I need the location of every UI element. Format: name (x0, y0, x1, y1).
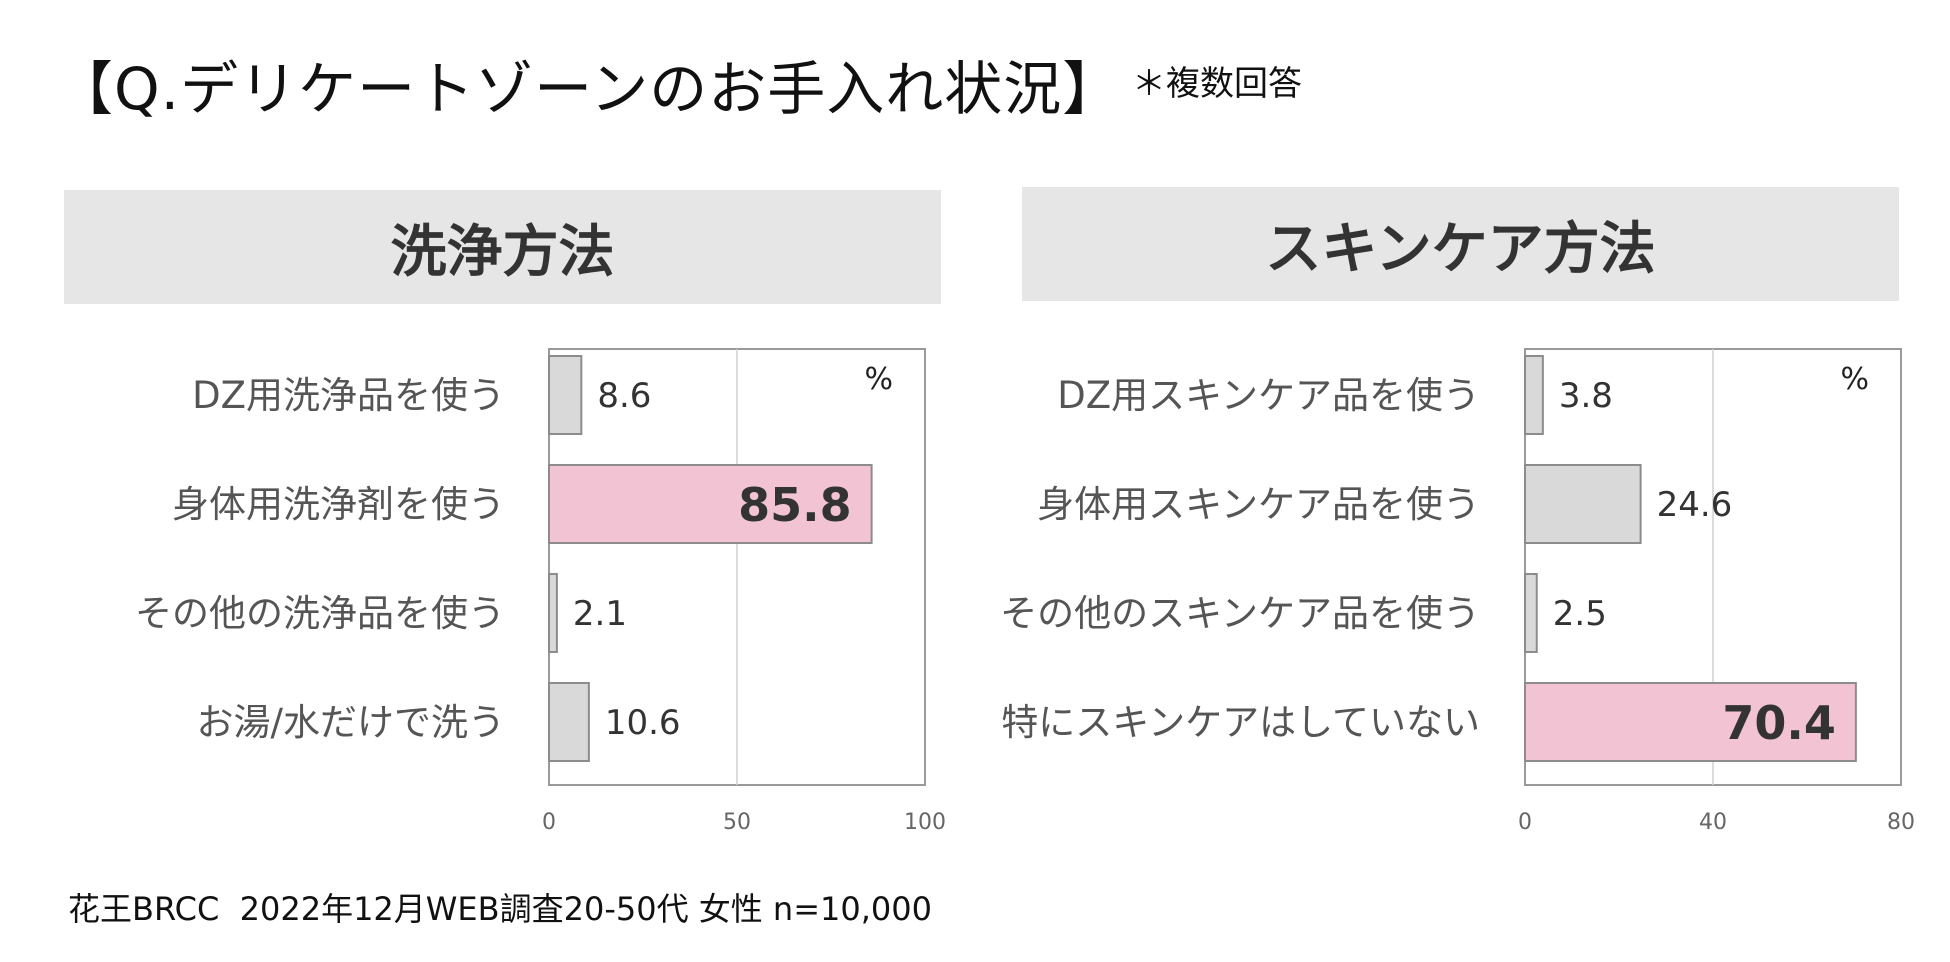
skincare-value-label: 24.6 (1657, 485, 1733, 525)
skincare-tick-label: 80 (1887, 810, 1915, 835)
skincare-category-label: 特にスキンケアはしていない (1001, 701, 1480, 744)
skincare-bar (1524, 573, 1538, 653)
washing-category-label: DZ用洗浄品を使う (192, 374, 505, 417)
washing-tick-label: 0 (542, 810, 556, 835)
skincare-value-label: 2.5 (1553, 594, 1607, 634)
skincare-tick-label: 0 (1518, 810, 1532, 835)
washing-value-label: 85.8 (738, 478, 852, 532)
washing-bar (548, 682, 590, 762)
skincare-bar (1524, 464, 1642, 544)
page-title: 【Q.デリケートゾーンのお手入れ状況】 (55, 55, 1122, 123)
chart-title-washing: 洗浄方法 (64, 190, 941, 304)
chart-title-skincare: スキンケア方法 (1022, 187, 1899, 301)
skincare-category-label: DZ用スキンケア品を使う (1057, 374, 1480, 417)
multiple-answer-note: ＊複数回答 (1132, 64, 1302, 104)
skincare-tick-label: 40 (1699, 810, 1727, 835)
washing-category-label: お湯/水だけで洗う (197, 701, 505, 744)
skincare-bar (1524, 355, 1544, 435)
washing-value-label: 2.1 (573, 594, 627, 634)
skincare-category-label: その他のスキンケア品を使う (1000, 592, 1480, 635)
skincare-unit-label: % (1840, 362, 1869, 397)
washing-tick-label: 100 (904, 810, 946, 835)
washing-bar (548, 573, 558, 653)
washing-category-label: 身体用洗浄剤を使う (172, 483, 505, 526)
skincare-bar (1524, 682, 1857, 762)
washing-value-label: 10.6 (605, 703, 681, 743)
washing-tick-label: 50 (723, 810, 751, 835)
skincare-value-label: 3.8 (1559, 376, 1613, 416)
skincare-value-label: 70.4 (1722, 696, 1836, 750)
washing-value-label: 8.6 (597, 376, 651, 416)
washing-unit-label: % (864, 362, 893, 397)
skincare-category-label: 身体用スキンケア品を使う (1037, 483, 1480, 526)
washing-bar (548, 464, 873, 544)
source-footnote: 花王BRCC 2022年12月WEB調査20-50代 女性 n=10,000 (68, 890, 932, 928)
washing-category-label: その他の洗浄品を使う (135, 592, 505, 635)
washing-bar (548, 355, 583, 435)
